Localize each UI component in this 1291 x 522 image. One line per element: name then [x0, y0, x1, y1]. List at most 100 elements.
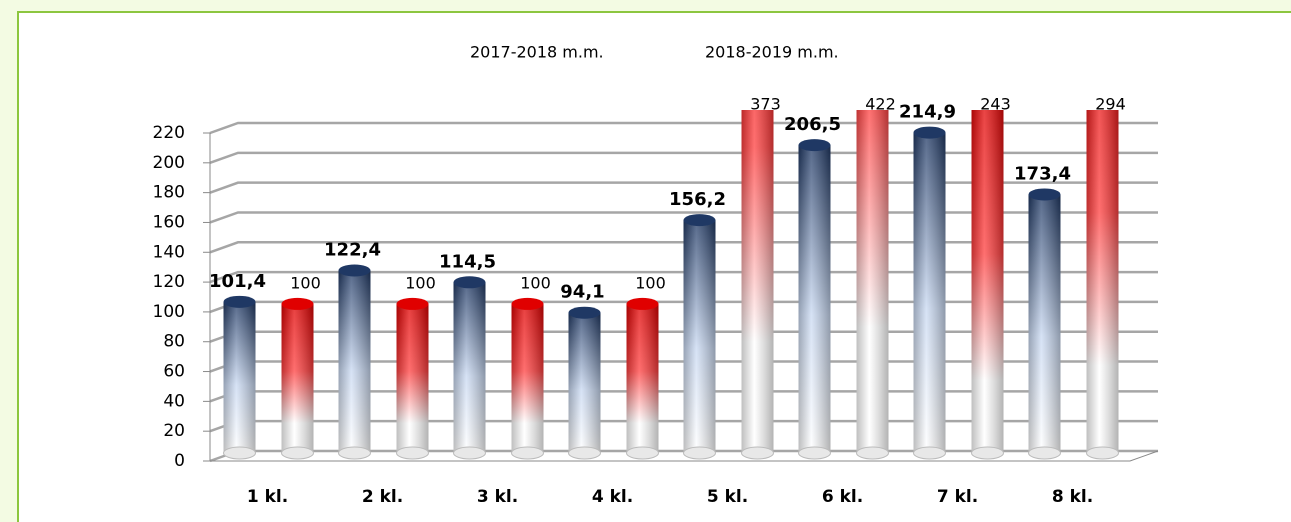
y-tick-label: 20 [163, 421, 185, 441]
bar-top [626, 297, 659, 310]
bar-base [281, 446, 314, 460]
bar-base [511, 446, 544, 460]
bar-base [971, 446, 1004, 460]
value-label: 100 [290, 273, 321, 292]
value-label: 206,5 [784, 114, 841, 135]
bar [741, 110, 774, 460]
x-tick-label: 5 kl. [707, 487, 748, 507]
floor [210, 450, 1159, 462]
y-tick-label: 160 [153, 212, 185, 232]
bar-top [281, 297, 314, 310]
bar-base [683, 446, 716, 460]
y-tick-label: 180 [153, 183, 185, 203]
value-label: 114,5 [439, 251, 496, 272]
bar-top [338, 264, 371, 277]
bar-top [683, 214, 716, 227]
value-label: 156,2 [669, 189, 726, 210]
bar-shade [971, 110, 1004, 453]
value-label: 101,4 [209, 271, 266, 292]
x-tick-label: 1 kl. [247, 487, 288, 507]
bar-base [396, 446, 429, 460]
bar-top [1028, 188, 1061, 201]
bar-base [741, 446, 774, 460]
value-label: 294 [1095, 95, 1126, 114]
y-tick-label: 140 [153, 242, 185, 262]
bar-shade [626, 303, 659, 453]
bar [798, 139, 831, 460]
bar-base [1028, 446, 1061, 460]
bar [281, 297, 314, 460]
grid-line [209, 241, 1158, 254]
bar [971, 110, 1004, 460]
y-tick-label: 200 [153, 153, 185, 173]
bar [453, 276, 486, 460]
bar-shade [511, 303, 544, 453]
bar-base [913, 446, 946, 460]
legend-label: 2018-2019 m.m. [705, 43, 839, 62]
grid-line [209, 121, 1158, 135]
legend-label: 2017-2018 m.m. [470, 43, 604, 62]
bar-base [798, 446, 831, 460]
bar-top [511, 297, 544, 310]
bar-base [338, 446, 371, 460]
bar-shade [1086, 110, 1119, 453]
bars [223, 110, 1119, 460]
y-tick-label: 100 [153, 302, 185, 322]
value-label: 122,4 [324, 240, 381, 261]
y-tick-label: 220 [153, 123, 185, 143]
bar-top [223, 295, 256, 308]
grid-line [209, 181, 1158, 194]
bar-shade [568, 312, 601, 453]
bar-top [798, 139, 831, 152]
bar-base [223, 446, 256, 460]
bar-shade [223, 301, 256, 453]
bar-shade [338, 270, 371, 453]
value-label: 373 [750, 95, 781, 114]
x-tick-label: 8 kl. [1052, 487, 1093, 507]
bar-shade [798, 145, 831, 454]
bar [338, 264, 371, 460]
bar [626, 297, 659, 460]
bar-base [453, 446, 486, 460]
bar-base [856, 446, 889, 460]
bar [856, 110, 889, 460]
bar-shade [281, 303, 314, 453]
x-tick-label: 4 kl. [592, 487, 633, 507]
bar [913, 126, 946, 460]
bar-shade [856, 110, 889, 453]
bar [511, 297, 544, 460]
bar-top [396, 297, 429, 310]
bar-base [626, 446, 659, 460]
x-tick-label: 7 kl. [937, 487, 978, 507]
bar-shade [913, 132, 946, 453]
x-tick-label: 6 kl. [822, 487, 863, 507]
bar-top [913, 126, 946, 139]
value-label: 173,4 [1014, 163, 1071, 184]
y-tick-label: 80 [163, 332, 185, 352]
bar [396, 297, 429, 460]
value-label: 100 [405, 273, 436, 292]
bar-shade [741, 110, 774, 453]
x-tick-label: 2 kl. [362, 487, 403, 507]
value-label: 214,9 [899, 102, 956, 123]
grid-line [209, 270, 1158, 284]
bar [568, 306, 601, 460]
bar [223, 295, 256, 460]
value-label: 243 [980, 95, 1011, 114]
value-label: 94,1 [560, 282, 604, 303]
bar-shade [453, 282, 486, 453]
bar-shade [396, 303, 429, 453]
bar-base [568, 446, 601, 460]
value-label: 100 [520, 273, 551, 292]
grid-line [209, 151, 1158, 164]
grid-line [209, 211, 1158, 224]
y-tick-label: 60 [163, 362, 185, 382]
bar-base [1086, 446, 1119, 460]
bar [1086, 110, 1119, 460]
bar [1028, 188, 1061, 460]
y-tick-label: 40 [163, 391, 185, 411]
x-tick-label: 3 kl. [477, 487, 518, 507]
bar-top [568, 306, 601, 319]
bar [683, 214, 716, 460]
